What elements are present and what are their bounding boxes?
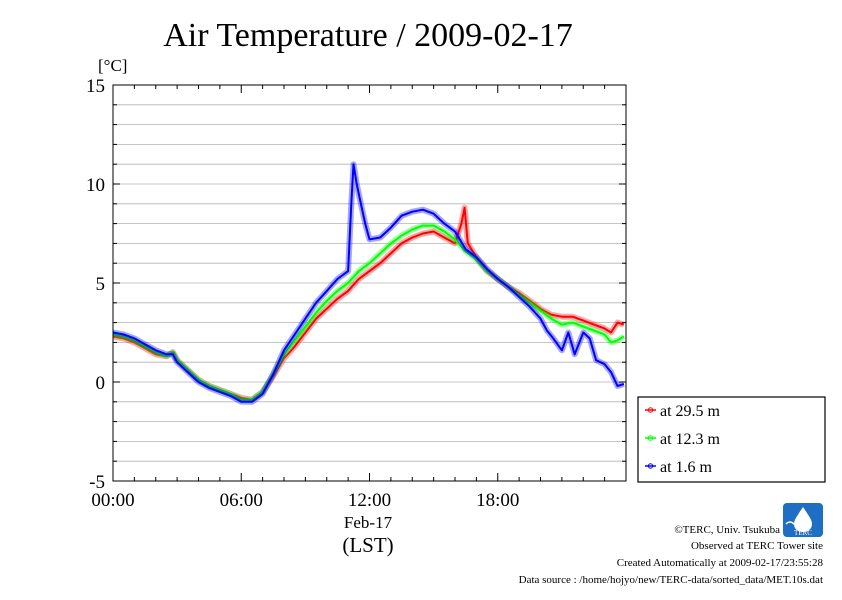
observed-text: Observed at TERC Tower site bbox=[691, 540, 823, 552]
series-layer bbox=[112, 161, 626, 405]
y-axis-unit-label: [°C] bbox=[98, 56, 127, 75]
legend-marker bbox=[647, 435, 654, 441]
created-text: Created Automatically at 2009-02-17/23:5… bbox=[617, 557, 824, 569]
x-axis-label: (LST) bbox=[342, 533, 393, 557]
legend-marker bbox=[647, 463, 654, 469]
data-source-text: Data source : /home/hojyo/new/TERC-data/… bbox=[519, 574, 823, 586]
x-tick-label: 06:00 bbox=[220, 490, 263, 511]
x-tick-label: 00:00 bbox=[91, 490, 134, 511]
terc-logo-text: TERC bbox=[794, 529, 812, 537]
y-tick-label: -5 bbox=[89, 472, 105, 493]
terc-logo: TERC bbox=[783, 503, 823, 537]
x-tick-label: 18:00 bbox=[476, 490, 519, 511]
date-label: Feb-17 bbox=[344, 513, 393, 532]
series-line bbox=[112, 163, 625, 403]
copyright-text: ©TERC, Univ. Tsukuba bbox=[674, 524, 780, 536]
chart-title: Air Temperature / 2009-02-17 bbox=[163, 17, 573, 54]
wave-icon bbox=[785, 521, 803, 527]
credits: ©TERC, Univ. Tsukuba Observed at TERC To… bbox=[519, 524, 824, 586]
y-tick-label: 15 bbox=[86, 76, 105, 97]
legend-label: at 1.6 m bbox=[660, 459, 713, 476]
y-tick-label: 10 bbox=[86, 175, 105, 196]
legend-marker bbox=[647, 407, 654, 413]
x-tick-label: 12:00 bbox=[348, 490, 391, 511]
y-tick-label: 5 bbox=[96, 274, 106, 295]
grid-lines bbox=[113, 104, 626, 462]
y-tick-label: 0 bbox=[96, 373, 106, 394]
plot-frame bbox=[112, 84, 627, 482]
legend-label: at 12.3 m bbox=[660, 431, 721, 448]
legend-label: at 29.5 m bbox=[660, 403, 721, 420]
tick-labels: -5 0 5 10 15 00:00 06:00 12:00 18:00 bbox=[86, 76, 519, 511]
legend: at 29.5 m at 12.3 m at 1.6 m bbox=[637, 396, 826, 483]
series-line bbox=[112, 224, 625, 401]
legend-box bbox=[637, 396, 826, 483]
